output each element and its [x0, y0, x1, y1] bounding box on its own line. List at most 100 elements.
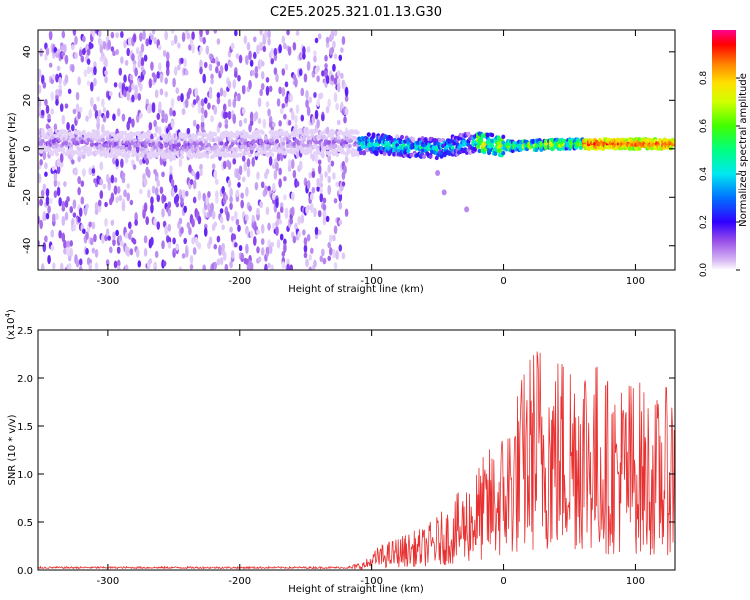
- spectrogram-band-cell: [274, 139, 279, 144]
- spectrogram-band-cell: [669, 145, 674, 151]
- spectrogram-noise-cell: [118, 67, 123, 76]
- spectrogram-noise-cell: [175, 193, 180, 203]
- spectrogram-noise-cell: [127, 221, 132, 229]
- spectrogram-noise-cell: [302, 52, 306, 60]
- spectrogram-band-cell: [400, 134, 404, 140]
- spectrogram-noise-cell: [93, 77, 97, 87]
- spectrogram-noise-cell: [102, 106, 107, 113]
- spectrogram-noise-cell: [38, 173, 42, 184]
- spectrogram-noise-cell: [110, 192, 115, 203]
- spectrogram-noise-cell: [74, 167, 78, 176]
- spectrogram-noise-cell: [313, 91, 317, 98]
- spectrogram-noise-cell: [314, 153, 319, 164]
- spectrogram-noise-cell: [71, 159, 75, 165]
- spectrogram-noise-cell: [158, 126, 162, 136]
- spectrogram-band-cell: [281, 141, 286, 146]
- spectrogram-noise-cell: [322, 211, 327, 218]
- spectrogram-noise-cell: [254, 66, 259, 73]
- spectrogram-noise-cell: [186, 127, 191, 135]
- spectrogram-noise-cell: [96, 96, 100, 102]
- spectrogram-noise-cell: [276, 211, 281, 220]
- spectrogram-noise-cell: [211, 210, 216, 220]
- spectrogram-noise-cell: [283, 42, 287, 50]
- spectrogram-noise-cell: [287, 165, 292, 173]
- spectrogram-noise-cell: [245, 186, 249, 197]
- spectrogram-noise-cell: [154, 89, 159, 99]
- spectrogram-noise-cell: [170, 98, 175, 108]
- spectrogram-noise-cell: [325, 42, 330, 48]
- spectrogram-noise-cell: [85, 115, 89, 122]
- spectrogram-noise-cell: [56, 65, 61, 71]
- spectrogram-noise-cell: [186, 221, 191, 229]
- spectrogram-noise-cell: [292, 169, 297, 179]
- spectrogram-band-cell: [477, 148, 482, 154]
- spectrogram-noise-cell: [47, 254, 51, 265]
- spectrogram-noise-cell: [126, 47, 131, 57]
- snr-frame: [37, 329, 676, 571]
- spectrogram-band-cell: [50, 151, 55, 157]
- spectrogram-noise-cell: [129, 74, 134, 81]
- spectrogram-band-cell: [624, 138, 629, 143]
- spectrogram-noise-cell: [291, 159, 295, 170]
- spectrogram-noise-cell: [99, 178, 104, 186]
- spectrogram-noise-cell: [64, 54, 69, 65]
- spectrogram-band-cell: [126, 153, 131, 159]
- spectrogram-band-cell: [434, 145, 439, 151]
- spectrogram-band-cell: [77, 147, 82, 152]
- spectrogram-noise-cell: [319, 255, 324, 263]
- spectrogram-stray-cell: [441, 189, 447, 196]
- spectrogram-noise-cell: [303, 237, 308, 246]
- spectrogram-noise-cell: [64, 103, 69, 109]
- spectrogram-noise-cell: [238, 165, 243, 176]
- spectrogram-noise-cell: [260, 238, 265, 246]
- spectrogram-band-cell: [338, 129, 343, 134]
- spectrogram-noise-cell: [153, 36, 157, 45]
- spectrogram-noise-cell: [184, 190, 189, 197]
- spectrogram-band-cell: [366, 132, 371, 137]
- spectrogram-band-cell: [268, 148, 273, 154]
- spectrogram-noise-cell: [148, 258, 153, 265]
- spectrogram-noise-cell: [39, 219, 43, 230]
- spectrogram-noise-cell: [42, 81, 47, 89]
- spectrogram-noise-cell: [338, 54, 343, 61]
- spectrogram-noise-cell: [333, 92, 338, 103]
- spectrogram-noise-cell: [156, 71, 161, 79]
- spectrogram-noise-cell: [333, 225, 338, 235]
- spectrogram-noise-cell: [314, 226, 319, 236]
- colorbar-gradient: [712, 30, 736, 270]
- spectrogram-noise-cell: [189, 264, 194, 270]
- spectrogram-noise-cell: [196, 171, 200, 180]
- spectrogram-noise-cell: [101, 98, 105, 108]
- spectrogram-noise-cell: [112, 113, 116, 122]
- spectrogram-noise-cell: [55, 212, 59, 221]
- spectrogram-noise-cell: [170, 30, 175, 35]
- spectrogram-noise-cell: [327, 98, 332, 108]
- spectrogram-noise-cell: [83, 207, 88, 216]
- spectrogram-noise-cell: [161, 240, 165, 250]
- spectrogram-noise-cell: [148, 103, 153, 114]
- spectrogram-noise-cell: [287, 119, 292, 126]
- spectrogram-noise-cell: [216, 38, 221, 45]
- spectrogram-band-cell: [69, 131, 74, 137]
- spectrogram-noise-cell: [48, 31, 53, 38]
- spectrogram-noise-cell: [184, 98, 189, 109]
- spectrogram-noise-cell: [164, 91, 168, 98]
- spectrogram-noise-cell: [192, 247, 197, 255]
- spectrogram-x-ticks: -300 -200 -100 0 100: [97, 30, 645, 287]
- spectrogram-band-cell: [672, 139, 675, 144]
- spectrogram-noise-cell: [256, 171, 260, 180]
- spectrogram-noise-cell: [118, 195, 123, 202]
- spectrogram-noise-cell: [191, 218, 195, 228]
- spectrogram-noise-cell: [314, 109, 319, 120]
- spectrogram-noise-cell: [257, 256, 262, 263]
- spectrogram-noise-cell: [295, 30, 300, 36]
- spectrogram-noise-cell: [218, 246, 222, 256]
- spectrogram-noise-cell: [197, 104, 202, 114]
- spectrogram-noise-cell: [94, 201, 99, 212]
- spectrogram-band-cell: [411, 137, 416, 142]
- spectrogram-noise-cell: [102, 115, 107, 123]
- spectrogram-noise-cell: [256, 229, 260, 235]
- spectrogram-x-tick-label: 0: [500, 276, 506, 287]
- spectrogram-band-cell: [374, 150, 379, 155]
- spectrogram-noise-cell: [169, 107, 173, 117]
